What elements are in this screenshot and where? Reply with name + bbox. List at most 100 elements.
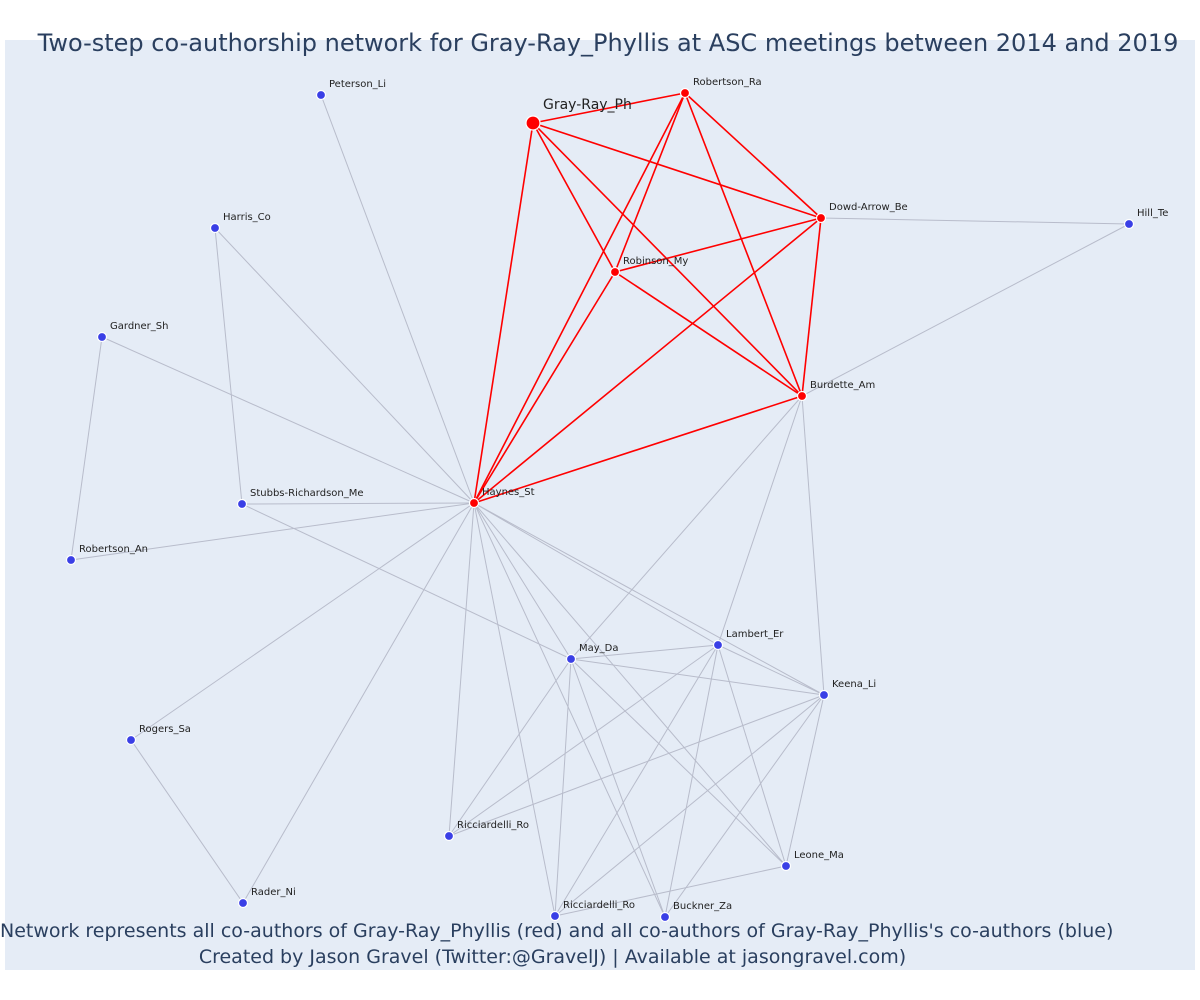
plot-background — [5, 40, 1195, 970]
edge-gray-ray-ph-robinson-my — [532, 122, 616, 273]
node-rogers-sa[interactable] — [125, 734, 137, 746]
node-label-robertson-ra: Robertson_Ra — [693, 77, 762, 88]
node-label-robertson-an: Robertson_An — [79, 544, 148, 555]
edge-haynes-st-rader-ni — [242, 502, 475, 904]
node-label-hill-te: Hill_Te — [1137, 208, 1168, 219]
edge-haynes-st-peterson-li — [320, 94, 475, 504]
chart-footer: Network represents all co-authors of Gra… — [0, 918, 1114, 970]
edge-may-da-ricciardelli-ro — [448, 658, 572, 837]
node-burdette-am[interactable] — [796, 390, 808, 402]
node-ricciardelli-ro[interactable] — [443, 830, 455, 842]
edge-burdette-am-haynes-st — [473, 395, 803, 504]
edge-leone-ma-ricciardelli-ro — [554, 865, 787, 917]
edge-stubbs-richardson-me-may-da — [241, 503, 572, 660]
node-label-gray-ray-ph: Gray-Ray_Ph — [543, 97, 632, 113]
node-robertson-ra[interactable] — [679, 87, 691, 99]
edge-robertson-ra-burdette-am — [684, 92, 803, 397]
node-label-dowd-arrow-be: Dowd-Arrow_Be — [829, 202, 908, 213]
edge-keena-li-leone-ma — [785, 694, 825, 867]
edge-gray-ray-ph-dowd-arrow-be — [532, 122, 822, 219]
node-lambert-er[interactable] — [712, 639, 724, 651]
edge-robertson-ra-robinson-my — [614, 92, 686, 273]
edge-lambert-er-ricciardelli-ro — [448, 644, 719, 837]
node-label-peterson-li: Peterson_Li — [329, 79, 386, 90]
node-stubbs-richardson-me[interactable] — [236, 498, 248, 510]
edge-robinson-my-haynes-st — [473, 271, 616, 504]
edge-layer — [70, 92, 1130, 918]
edge-haynes-st-keena-li — [473, 502, 825, 696]
edge-keena-li-buckner-za — [664, 694, 825, 918]
node-label-ricciardelli-ro: Ricciardelli_Ro — [457, 820, 529, 831]
node-ricciardelli-ro[interactable] — [549, 910, 561, 922]
edge-burdette-am-keena-li — [801, 395, 825, 696]
node-dowd-arrow-be[interactable] — [815, 212, 827, 224]
node-label-rogers-sa: Rogers_Sa — [139, 724, 191, 735]
edge-keena-li-ricciardelli-ro — [448, 694, 825, 837]
footer-caption: Network represents all co-authors of Gra… — [0, 920, 1114, 942]
node-keena-li[interactable] — [818, 689, 830, 701]
node-label-leone-ma: Leone_Ma — [794, 850, 844, 861]
node-gray-ray-ph[interactable] — [525, 115, 541, 131]
node-harris-co[interactable] — [209, 222, 221, 234]
chart-title: Two-step co-authorship network for Gray-… — [37, 29, 1179, 57]
edge-gardner-sh-robertson-an — [70, 336, 103, 561]
edge-haynes-st-ricciardelli-ro — [473, 502, 556, 917]
edge-dowd-arrow-be-robinson-my — [614, 217, 822, 273]
edge-burdette-am-may-da — [570, 395, 803, 660]
edge-burdette-am-hill-te — [801, 223, 1130, 397]
node-layer — [65, 87, 1135, 923]
node-robinson-my[interactable] — [609, 266, 621, 278]
node-label-rader-ni: Rader_Ni — [251, 887, 296, 898]
node-robertson-an[interactable] — [65, 554, 77, 566]
edge-lambert-er-buckner-za — [664, 644, 719, 918]
edge-dowd-arrow-be-burdette-am — [801, 217, 822, 397]
edge-robertson-ra-haynes-st — [473, 92, 686, 504]
edge-rogers-sa-rader-ni — [130, 739, 244, 904]
node-label-lambert-er: Lambert_Er — [726, 629, 784, 640]
edge-robertson-ra-dowd-arrow-be — [684, 92, 822, 219]
node-label-burdette-am: Burdette_Am — [810, 380, 875, 391]
edge-haynes-st-lambert-er — [473, 502, 719, 646]
edge-burdette-am-lambert-er — [717, 395, 803, 646]
node-label-may-da: May_Da — [579, 643, 619, 654]
edge-harris-co-stubbs-richardson-me — [214, 227, 243, 505]
edge-haynes-st-robertson-an — [70, 502, 475, 561]
edge-may-da-ricciardelli-ro — [554, 658, 572, 917]
node-buckner-za[interactable] — [659, 911, 671, 923]
edge-keena-li-ricciardelli-ro — [554, 694, 825, 917]
node-may-da[interactable] — [565, 653, 577, 665]
node-label-gardner-sh: Gardner_Sh — [110, 321, 168, 332]
node-leone-ma[interactable] — [780, 860, 792, 872]
node-label-ricciardelli-ro: Ricciardelli_Ro — [563, 900, 635, 911]
edge-haynes-st-buckner-za — [473, 502, 666, 918]
edge-may-da-lambert-er — [570, 644, 719, 660]
node-label-buckner-za: Buckner_Za — [673, 901, 732, 912]
edge-haynes-st-rogers-sa — [130, 502, 475, 741]
node-label-harris-co: Harris_Co — [223, 212, 271, 223]
edge-haynes-st-harris-co — [214, 227, 475, 504]
edge-may-da-keena-li — [570, 658, 825, 696]
edge-haynes-st-stubbs-richardson-me — [241, 502, 475, 505]
node-rader-ni[interactable] — [237, 897, 249, 909]
node-gardner-sh[interactable] — [96, 331, 108, 343]
node-peterson-li[interactable] — [315, 89, 327, 101]
edge-lambert-er-keena-li — [717, 644, 825, 696]
node-haynes-st[interactable] — [468, 497, 480, 509]
edge-haynes-st-ricciardelli-ro — [448, 502, 475, 837]
node-label-robinson-my: Robinson_My — [623, 256, 688, 267]
edge-haynes-st-gardner-sh — [101, 336, 475, 504]
edge-gray-ray-ph-burdette-am — [532, 122, 803, 397]
edge-gray-ray-ph-haynes-st — [473, 122, 534, 504]
node-label-keena-li: Keena_Li — [832, 679, 876, 690]
node-hill-te[interactable] — [1123, 218, 1135, 230]
edge-robinson-my-burdette-am — [614, 271, 803, 397]
node-label-stubbs-richardson-me: Stubbs-Richardson_Me — [250, 488, 364, 499]
node-label-haynes-st: Haynes_St — [482, 487, 535, 498]
edge-haynes-st-may-da — [473, 502, 572, 660]
label-layer: Gray-Ray_Ph Robertson_Ra Dowd-Arrow_Be Robi… — [79, 77, 1168, 912]
edge-haynes-st-leone-ma — [473, 502, 787, 867]
edge-gray-ray-ph-robertson-ra — [532, 92, 686, 124]
edge-dowd-arrow-be-haynes-st — [473, 217, 822, 504]
edge-lambert-er-leone-ma — [717, 644, 787, 867]
